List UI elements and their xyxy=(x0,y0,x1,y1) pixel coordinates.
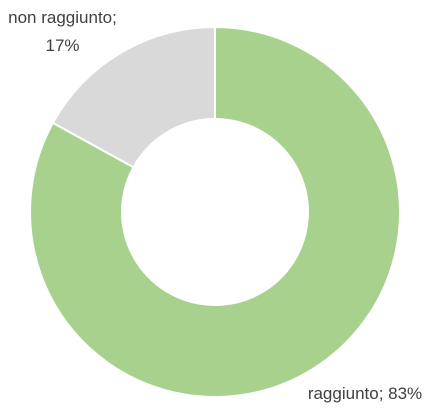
donut-slice xyxy=(29,25,401,398)
donut-slice xyxy=(51,25,216,169)
data-label: raggiunto; 83% xyxy=(307,384,423,403)
data-label: non raggiunto; 17% xyxy=(8,8,117,55)
